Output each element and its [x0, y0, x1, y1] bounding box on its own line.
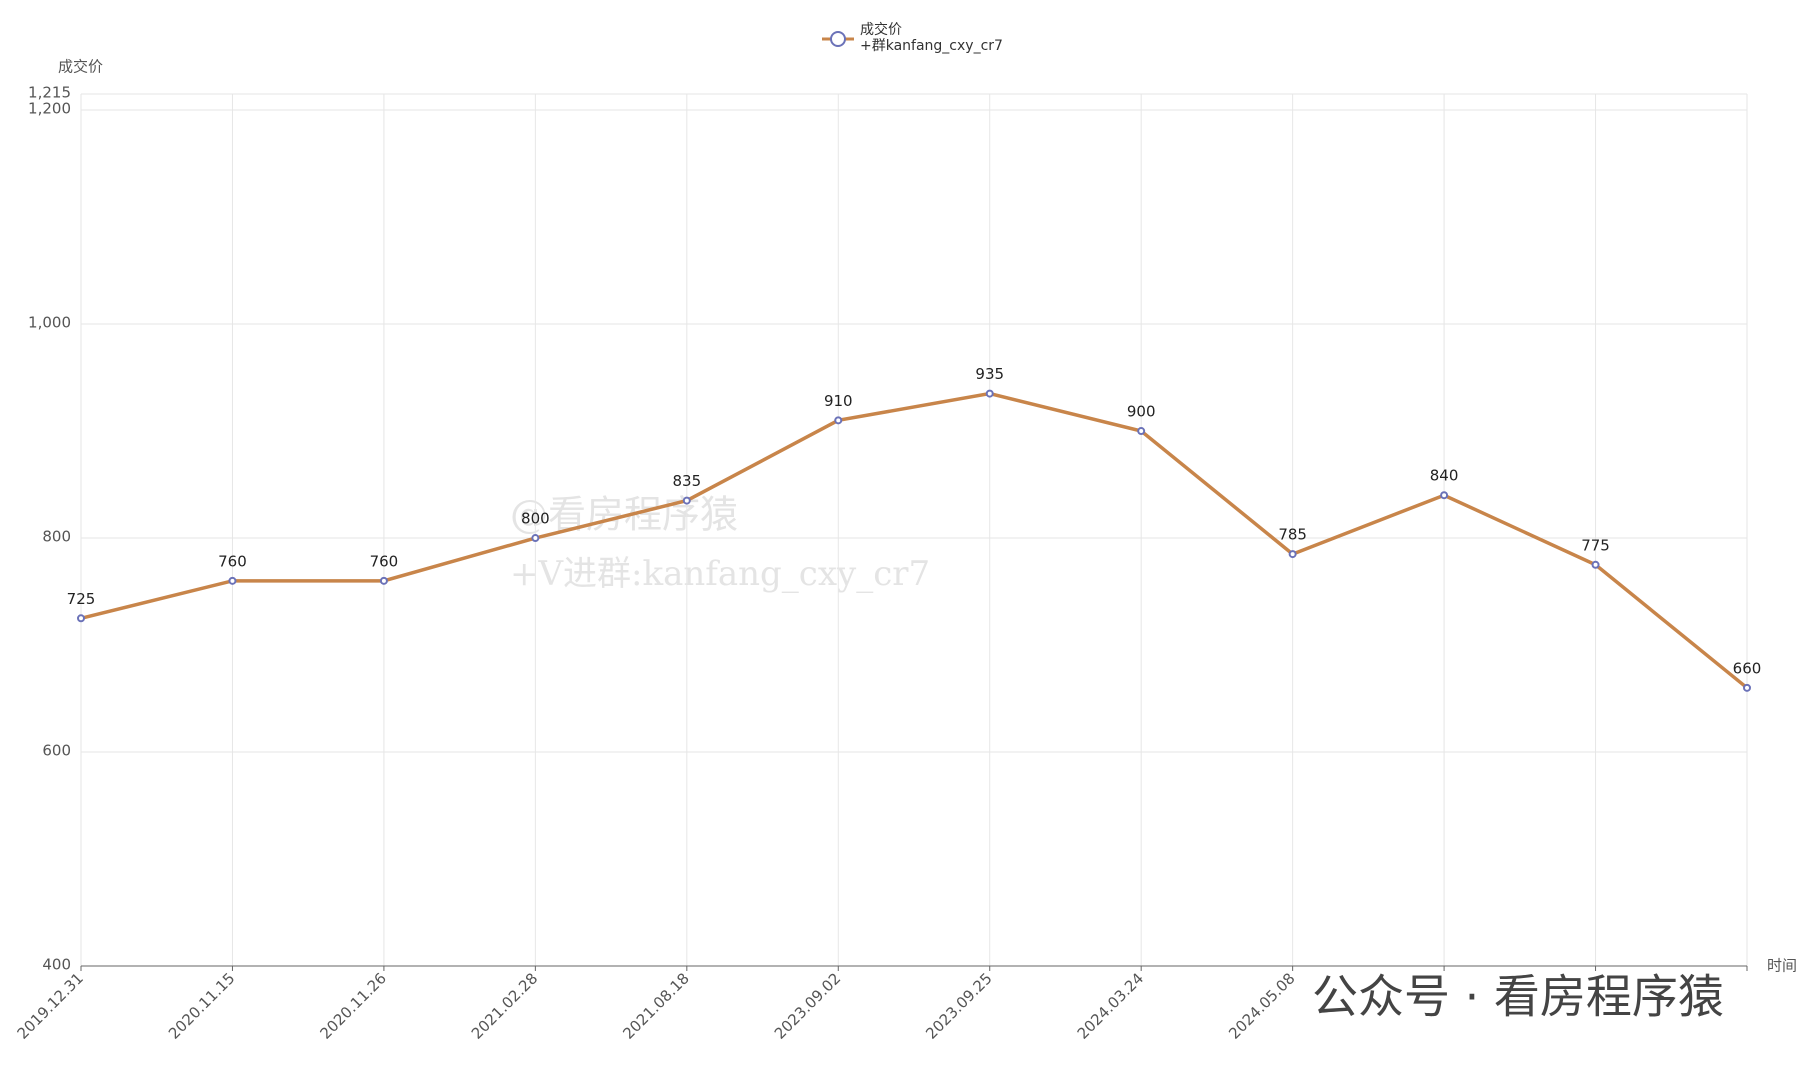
marker	[1288, 550, 1297, 559]
data-label: 785	[1278, 526, 1307, 544]
y-tick-label: 1,215	[28, 84, 71, 102]
x-tick-label: 2023.09.25	[922, 969, 995, 1042]
marker	[379, 576, 388, 585]
marker	[1591, 560, 1600, 569]
y-tick-label: 600	[42, 742, 71, 760]
x-tick-label: 2023.09.02	[771, 969, 844, 1042]
marker	[228, 576, 237, 585]
data-label: 725	[67, 590, 96, 608]
x-tick-label: 2020.11.15	[165, 969, 238, 1042]
y-tick-label: 1,000	[28, 314, 71, 332]
data-label: 900	[1127, 403, 1156, 421]
marker	[834, 416, 843, 425]
watermark: 公众号 · 看房程序猿	[1312, 970, 1724, 1024]
data-label: 760	[218, 552, 247, 570]
x-tick-label: 2024.05.08	[1225, 969, 1298, 1042]
y-tick-label: 400	[42, 956, 71, 974]
data-label: 935	[975, 365, 1004, 383]
y-axis-label: 成交价	[58, 58, 103, 76]
data-label: 835	[672, 472, 701, 490]
data-label: 760	[370, 552, 399, 570]
data-label: 775	[1581, 536, 1610, 554]
marker	[1137, 427, 1146, 436]
x-tick-label: 2019.12.31	[14, 969, 87, 1042]
watermark: +V进群:kanfang_cxy_cr7	[510, 554, 930, 594]
x-axis-label: 时间	[1767, 957, 1797, 975]
marker	[682, 496, 691, 505]
data-label: 800	[521, 510, 550, 528]
data-label: 660	[1733, 659, 1762, 677]
x-tick-label: 2021.08.18	[619, 969, 692, 1042]
marker	[77, 614, 85, 623]
x-tick-label: 2024.03.24	[1074, 969, 1147, 1042]
data-label: 840	[1430, 467, 1459, 485]
marker	[1440, 491, 1449, 500]
y-tick-label: 800	[42, 528, 71, 546]
x-tick-label: 2021.02.28	[468, 969, 541, 1042]
line	[80, 391, 1749, 690]
y-tick-label: 1,200	[28, 100, 71, 118]
marker	[1743, 683, 1751, 692]
marker	[531, 534, 540, 543]
marker	[985, 389, 994, 398]
data-label: 910	[824, 392, 853, 410]
legend-label: 成交价 +群kanfang_cxy_cr7	[860, 22, 1003, 54]
legend-icon	[822, 31, 854, 47]
x-tick-label: 2020.11.26	[316, 969, 389, 1042]
